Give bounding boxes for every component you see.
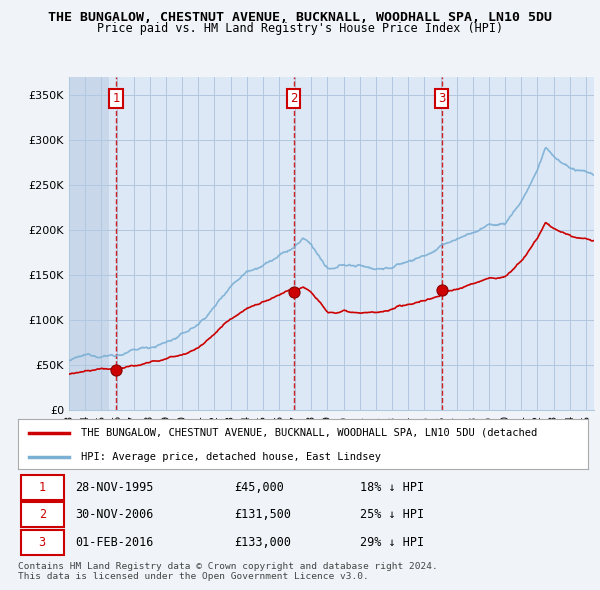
Text: 1: 1 — [38, 481, 46, 494]
Text: HPI: Average price, detached house, East Lindsey: HPI: Average price, detached house, East… — [80, 451, 381, 461]
FancyBboxPatch shape — [21, 502, 64, 527]
Text: 01-FEB-2016: 01-FEB-2016 — [75, 536, 154, 549]
Text: £45,000: £45,000 — [235, 481, 284, 494]
Text: £133,000: £133,000 — [235, 536, 292, 549]
Text: 28-NOV-1995: 28-NOV-1995 — [75, 481, 154, 494]
Text: 25% ↓ HPI: 25% ↓ HPI — [360, 508, 424, 522]
Text: 1: 1 — [112, 91, 120, 104]
FancyBboxPatch shape — [21, 530, 64, 555]
Text: 3: 3 — [438, 91, 446, 104]
Text: £131,500: £131,500 — [235, 508, 292, 522]
FancyBboxPatch shape — [21, 475, 64, 500]
Text: Price paid vs. HM Land Registry's House Price Index (HPI): Price paid vs. HM Land Registry's House … — [97, 22, 503, 35]
Text: 2: 2 — [290, 91, 298, 104]
Text: 30-NOV-2006: 30-NOV-2006 — [75, 508, 154, 522]
Bar — [69, 77, 109, 410]
Text: THE BUNGALOW, CHESTNUT AVENUE, BUCKNALL, WOODHALL SPA, LN10 5DU (detached: THE BUNGALOW, CHESTNUT AVENUE, BUCKNALL,… — [80, 428, 537, 438]
Text: 18% ↓ HPI: 18% ↓ HPI — [360, 481, 424, 494]
Text: 29% ↓ HPI: 29% ↓ HPI — [360, 536, 424, 549]
Text: 2: 2 — [38, 508, 46, 522]
Text: THE BUNGALOW, CHESTNUT AVENUE, BUCKNALL, WOODHALL SPA, LN10 5DU: THE BUNGALOW, CHESTNUT AVENUE, BUCKNALL,… — [48, 11, 552, 24]
Text: 3: 3 — [38, 536, 46, 549]
Text: Contains HM Land Registry data © Crown copyright and database right 2024.
This d: Contains HM Land Registry data © Crown c… — [18, 562, 438, 581]
